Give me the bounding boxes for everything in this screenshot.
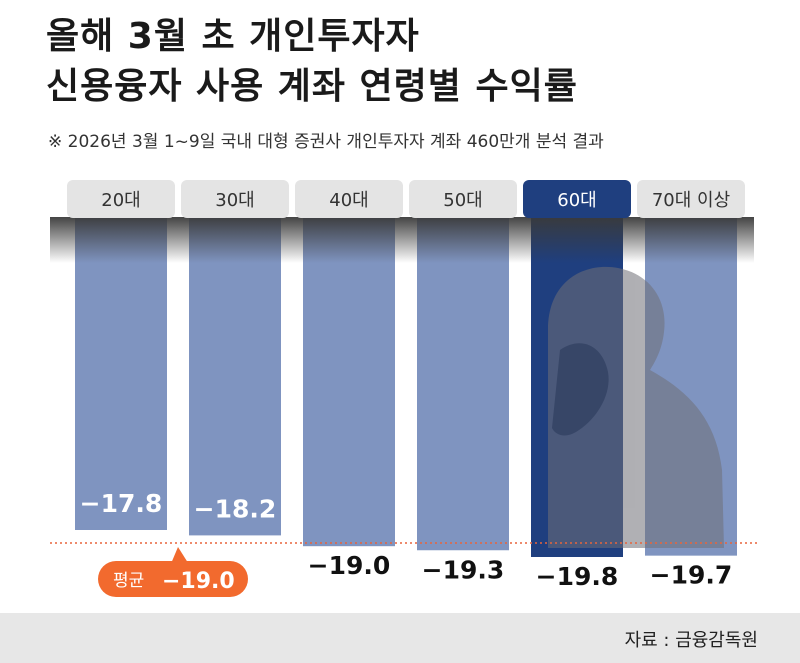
value-label-6: −19.7 <box>650 561 733 590</box>
category-tab-bg <box>181 180 289 218</box>
title-line-2: 신용융자 사용 계좌 연령별 수익률 <box>46 66 578 107</box>
bar-4 <box>417 217 509 551</box>
top-shadow-band <box>50 217 754 263</box>
silhouette-figure <box>548 266 724 548</box>
chart-subtitle: ※ 2026년 3월 1~9일 국내 대형 증권사 개인투자자 계좌 460만개… <box>48 132 604 152</box>
bar-3 <box>303 217 395 547</box>
category-tab-bg <box>409 180 517 218</box>
chart-title: 올해 3월 초 개인투자자 신용융자 사용 계좌 연령별 수익률 <box>46 12 578 112</box>
value-label-4: −19.3 <box>422 555 505 584</box>
category-label: 30대 <box>215 190 254 211</box>
category-tab-bg <box>523 180 631 218</box>
average-badge-bg <box>98 561 248 597</box>
value-label-3: −19.0 <box>308 551 391 580</box>
bar-2 <box>189 217 281 536</box>
category-tab-6: 70대 이상 <box>637 180 745 218</box>
category-tab-4: 50대 <box>409 180 517 218</box>
value-label-1: −17.8 <box>80 489 163 518</box>
bar-1 <box>75 217 167 530</box>
value-label-2: −18.2 <box>194 494 277 523</box>
average-badge: 평균 −19.0 <box>98 547 248 597</box>
value-label-5: −19.8 <box>536 562 619 591</box>
footer-bar: 자료 : 금융감독원 <box>0 613 800 663</box>
category-label: 70대 이상 <box>652 190 730 211</box>
average-value: −19.0 <box>162 569 235 594</box>
average-label: 평균 <box>113 571 144 591</box>
category-tab-3: 40대 <box>295 180 403 218</box>
category-tab-1: 20대 <box>67 180 175 218</box>
category-tab-bg <box>295 180 403 218</box>
category-label: 20대 <box>101 190 140 211</box>
category-tab-5: 60대 <box>523 180 631 218</box>
category-tab-bg <box>67 180 175 218</box>
category-tab-bg <box>637 180 745 218</box>
category-label: 50대 <box>443 190 482 211</box>
category-tab-2: 30대 <box>181 180 289 218</box>
bar-chart: 20대 30대 40대 50대 60대 70대 이상 −17.8 −18.2 −19.0 −19… <box>50 180 760 597</box>
category-label: 40대 <box>329 190 368 211</box>
source-note: 자료 : 금융감독원 <box>624 630 758 651</box>
category-label: 60대 <box>557 190 596 211</box>
title-line-1: 올해 3월 초 개인투자자 <box>46 16 420 57</box>
